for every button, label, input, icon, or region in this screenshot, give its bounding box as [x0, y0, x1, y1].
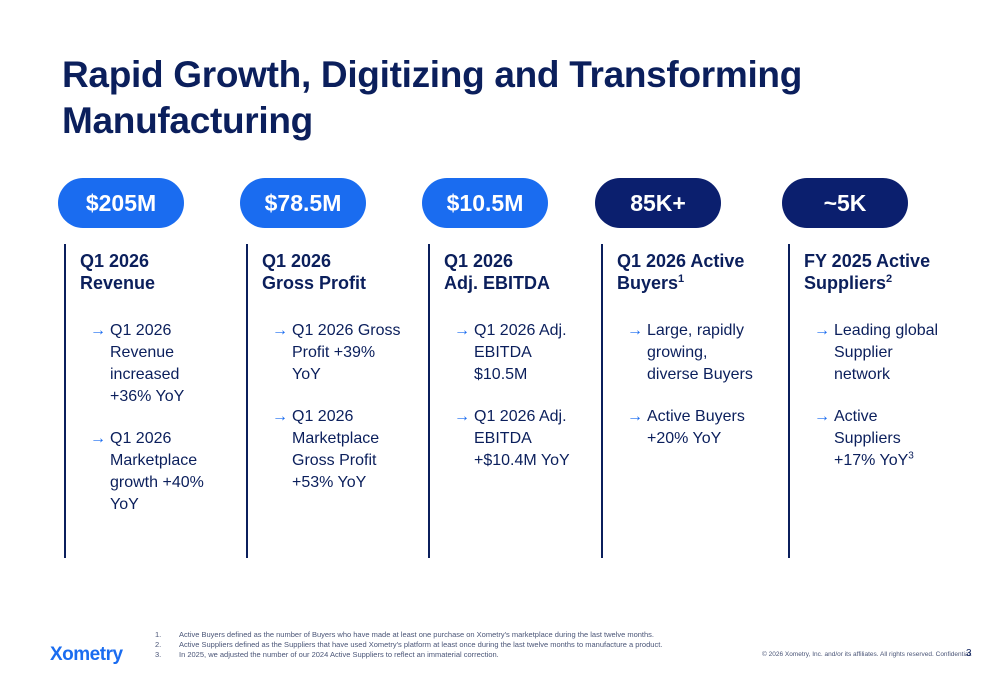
bullet-item: → Large, rapidly growing, diverse Buyers	[617, 320, 756, 386]
metric-heading-line1: FY 2025 Active	[804, 251, 931, 271]
bullet-text: Leading global Supplier network	[834, 322, 939, 383]
arrow-right-icon: →	[814, 322, 830, 339]
bullet-list: → Leading global Supplier network → Active …	[804, 320, 943, 472]
metric-heading-text: Adj. EBITDA	[444, 273, 550, 293]
metric-heading-line1: Q1 2026	[262, 251, 332, 271]
bullet-item: → Q1 2026 Marketplace growth +40% YoY	[80, 428, 219, 516]
metric-heading-line1: Q1 2026	[444, 251, 514, 271]
xometry-logo: Xometry	[50, 644, 123, 665]
bullet-text: Active Buyers +20% YoY	[647, 408, 745, 447]
footnote-text: Active Suppliers defined as the Supplier…	[179, 640, 663, 649]
arrow-right-icon: →	[627, 408, 643, 425]
bullet-text-wrap: Leading global Supplier network	[834, 320, 943, 386]
metric-heading-text: Suppliers	[804, 273, 887, 293]
footnote-1: 1. Active Buyers defined as the number o…	[155, 630, 755, 640]
metric-heading: Q1 2026 Gross Profit	[262, 250, 401, 294]
metric-pill: 85K+	[595, 178, 721, 228]
arrow-right-icon: →	[272, 408, 288, 425]
metric-details: Q1 2026 Revenue → Q1 2026 Revenue increased…	[64, 244, 219, 558]
metric-heading-line2: Suppliers2	[804, 272, 943, 294]
page-title: Rapid Growth, Digitizing and Transformin…	[62, 54, 803, 141]
metric-pill: $78.5M	[240, 178, 366, 228]
metric-heading: Q1 2026 Adj. EBITDA	[444, 250, 583, 294]
bullet-text-wrap: Active Suppliers +17% YoY3	[834, 406, 943, 472]
footnote-text: Active Buyers defined as the number of B…	[179, 630, 655, 639]
bullet-text-wrap: Q1 2026 Gross Profit +39% YoY	[292, 320, 401, 386]
bullet-item: → Q1 2026 Marketplace Gross Profit +53% Y…	[262, 406, 401, 494]
bullet-list: → Large, rapidly growing, diverse Buyers →…	[617, 320, 756, 450]
arrow-right-icon: →	[454, 322, 470, 339]
footnote-marker: 3	[908, 450, 914, 462]
bullet-text: Q1 2026 Marketplace growth +40% YoY	[110, 430, 204, 513]
bullet-item: → Active Suppliers +17% YoY3	[804, 406, 943, 472]
footnote-marker: 1	[678, 273, 685, 285]
metric-heading-text: Revenue	[80, 273, 156, 293]
metric-heading-line2: Revenue	[80, 272, 219, 294]
bullet-text-wrap: Q1 2026 Revenue increased +36% YoY	[110, 320, 219, 408]
footnote-2: 2. Active Suppliers defined as the Suppl…	[155, 640, 755, 650]
bullet-text: Large, rapidly growing, diverse Buyers	[647, 322, 753, 383]
bullet-text: Active Suppliers +17% YoY	[834, 408, 909, 469]
footnotes: 1. Active Buyers defined as the number o…	[155, 630, 755, 660]
bullet-text-wrap: Q1 2026 Adj. EBITDA $10.5M	[474, 320, 583, 386]
bullet-text-wrap: Q1 2026 Marketplace Gross Profit +53% Yo…	[292, 406, 401, 494]
arrow-right-icon: →	[90, 430, 106, 447]
bullet-text: Q1 2026 Adj. EBITDA +$10.4M YoY	[474, 408, 570, 469]
arrow-right-icon: →	[272, 322, 288, 339]
metric-heading-text: Gross Profit	[262, 273, 367, 293]
bullet-list: → Q1 2026 Adj. EBITDA $10.5M → Q1 2026 Adj.…	[444, 320, 583, 472]
metric-details: Q1 2026 Active Buyers1 → Large, rapidly gro…	[601, 244, 756, 558]
metric-heading: FY 2025 Active Suppliers2	[804, 250, 943, 294]
bullet-text: Q1 2026 Adj. EBITDA $10.5M	[474, 322, 567, 383]
bullet-text: Q1 2026 Marketplace Gross Profit +53% Yo…	[292, 408, 380, 491]
metric-column: 85K+ Q1 2026 Active Buyers1 → Large, rapidly…	[595, 178, 755, 558]
footnote-number: 1.	[155, 630, 162, 639]
bullet-text-wrap: Large, rapidly growing, diverse Buyers	[647, 320, 756, 386]
bullet-item: → Q1 2026 Gross Profit +39% YoY	[262, 320, 401, 386]
bullet-text: Q1 2026 Revenue increased +36% YoY	[110, 322, 185, 405]
metric-pill: $10.5M	[422, 178, 548, 228]
bullet-text: Q1 2026 Gross Profit +39% YoY	[292, 322, 401, 383]
arrow-right-icon: →	[627, 322, 643, 339]
metric-details: Q1 2026 Gross Profit → Q1 2026 Gross Profit…	[246, 244, 401, 558]
bullet-item: → Leading global Supplier network	[804, 320, 943, 386]
arrow-right-icon: →	[814, 408, 830, 425]
metric-column: $78.5M Q1 2026 Gross Profit → Q1 2026 Gross …	[240, 178, 401, 558]
bullet-item: → Q1 2026 Adj. EBITDA +$10.4M YoY	[444, 406, 583, 472]
footnote-3: 3. In 2025, we adjusted the number of ou…	[155, 650, 755, 660]
bullet-item: → Q1 2026 Adj. EBITDA $10.5M	[444, 320, 583, 386]
bullet-list: → Q1 2026 Gross Profit +39% YoY → Q1 2026 M…	[262, 320, 401, 494]
bullet-text-wrap: Q1 2026 Marketplace growth +40% YoY	[110, 428, 219, 516]
metric-column: $10.5M Q1 2026 Adj. EBITDA → Q1 2026 Adj. EB…	[422, 178, 582, 558]
arrow-right-icon: →	[454, 408, 470, 425]
bullet-item: → Q1 2026 Revenue increased +36% YoY	[80, 320, 219, 408]
footnote-number: 2.	[155, 640, 162, 649]
footnote-marker: 2	[886, 273, 893, 285]
copyright-notice: © 2026 Xometry, Inc. and/or its affiliat…	[762, 651, 972, 658]
bullet-text-wrap: Active Buyers +20% YoY	[647, 406, 756, 450]
metric-column: ~5K FY 2025 Active Suppliers2 → Leading glob…	[782, 178, 942, 558]
metric-details: FY 2025 Active Suppliers2 → Leading global …	[788, 244, 943, 558]
arrow-right-icon: →	[90, 322, 106, 339]
metric-pill: ~5K	[782, 178, 908, 228]
metric-heading-line1: Q1 2026	[80, 251, 150, 271]
bullet-text-wrap: Q1 2026 Adj. EBITDA +$10.4M YoY	[474, 406, 583, 472]
metric-heading-text: Buyers	[617, 273, 679, 293]
metric-heading-line2: Adj. EBITDA	[444, 272, 583, 294]
bullet-item: → Active Buyers +20% YoY	[617, 406, 756, 450]
bullet-list: → Q1 2026 Revenue increased +36% YoY → Q1 2…	[80, 320, 219, 516]
metric-pill: $205M	[58, 178, 184, 228]
metric-column: $205M Q1 2026 Revenue → Q1 2026 Revenue incr…	[58, 178, 218, 558]
metric-heading: Q1 2026 Revenue	[80, 250, 219, 294]
metric-heading: Q1 2026 Active Buyers1	[617, 250, 756, 294]
metric-details: Q1 2026 Adj. EBITDA → Q1 2026 Adj. EBITDA $…	[428, 244, 583, 558]
metric-heading-line1: Q1 2026 Active	[617, 251, 745, 271]
page-number: 3	[966, 648, 972, 659]
metric-heading-line2: Buyers1	[617, 272, 756, 294]
footnote-number: 3.	[155, 650, 162, 659]
metric-heading-line2: Gross Profit	[262, 272, 401, 294]
footnote-text: In 2025, we adjusted the number of our 2…	[179, 650, 499, 659]
